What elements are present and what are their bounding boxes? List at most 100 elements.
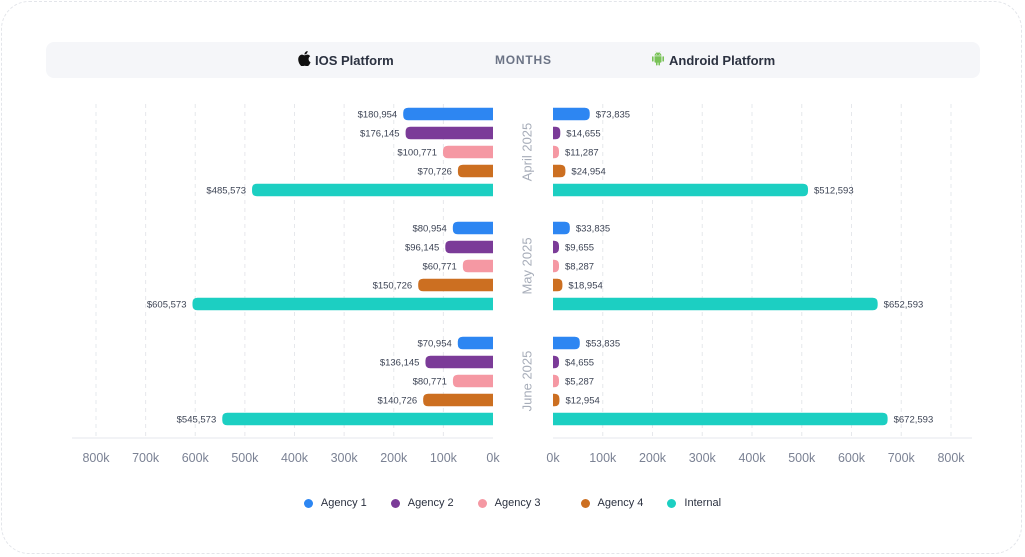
- data-label-ios: $100,771: [397, 148, 437, 159]
- bar-android-agency-4: [553, 278, 563, 292]
- x-tick-label-android: 400k: [738, 451, 766, 465]
- x-tick-label-ios: 500k: [231, 451, 259, 465]
- data-label-android: $652,593: [884, 300, 924, 311]
- data-label-android: $14,655: [566, 129, 600, 140]
- bar-android-agency-1: [553, 221, 570, 235]
- data-label-android: $73,835: [596, 110, 630, 121]
- month-label: April 2025: [519, 123, 534, 182]
- x-tick-label-android: 800k: [937, 451, 965, 465]
- x-tick-label-ios: 600k: [182, 451, 210, 465]
- x-tick-label-android: 700k: [888, 451, 916, 465]
- data-label-android: $9,655: [565, 243, 594, 254]
- android-icon: [651, 51, 669, 69]
- bar-android-agency-2: [553, 240, 559, 254]
- bar-android-agency-2: [553, 126, 561, 140]
- android-platform-label: Android Platform: [669, 52, 776, 68]
- bar-ios-internal: [222, 412, 493, 426]
- x-tick-label-android: 0k: [546, 451, 560, 465]
- bar-ios-agency-4: [418, 278, 493, 292]
- bar-ios-agency-2: [425, 355, 493, 369]
- data-label-ios: $70,954: [417, 339, 451, 350]
- legend-item-agency-4[interactable]: Agency 4: [580, 497, 644, 509]
- android-platform-heading: Android Platform: [651, 42, 775, 78]
- data-label-android: $12,954: [565, 396, 599, 407]
- x-tick-label-android: 100k: [589, 451, 617, 465]
- month-label: May 2025: [519, 237, 534, 294]
- legend-label: Internal: [684, 497, 722, 509]
- data-label-ios: $485,573: [206, 186, 246, 197]
- bar-android-agency-4: [553, 393, 560, 407]
- x-tick-label-android: 200k: [639, 451, 667, 465]
- bar-ios-agency-1: [457, 336, 493, 350]
- bar-ios-agency-1: [403, 107, 493, 121]
- data-label-ios: $70,726: [418, 167, 452, 178]
- data-label-ios: $140,726: [378, 396, 418, 407]
- bar-ios-agency-3: [462, 259, 493, 273]
- bar-android-agency-3: [553, 259, 559, 273]
- data-label-ios: $150,726: [373, 281, 413, 292]
- ios-platform-label: IOS Platform: [315, 52, 394, 68]
- data-label-ios: $96,145: [405, 243, 439, 254]
- bar-ios-internal: [252, 183, 493, 197]
- data-label-android: $672,593: [894, 415, 934, 426]
- legend-label: Agency 4: [597, 497, 644, 509]
- data-label-ios: $60,771: [422, 262, 456, 273]
- month-label: June 2025: [519, 351, 534, 412]
- data-label-ios: $545,573: [177, 415, 217, 426]
- bar-ios-agency-1: [452, 221, 493, 235]
- bar-ios-agency-4: [457, 164, 493, 178]
- data-label-android: $53,835: [586, 339, 620, 350]
- bar-android-agency-1: [553, 107, 590, 121]
- bar-android-agency-3: [553, 374, 559, 388]
- bar-ios-agency-2: [405, 126, 493, 140]
- bar-android-internal: [553, 183, 809, 197]
- x-tick-label-ios: 100k: [430, 451, 458, 465]
- legend-item-agency-3[interactable]: Agency 3: [477, 497, 541, 509]
- bar-android-agency-2: [553, 355, 559, 369]
- bar-android-internal: [553, 412, 888, 426]
- apple-icon: [298, 51, 315, 69]
- bar-ios-agency-4: [423, 393, 493, 407]
- legend-label: Agency 2: [407, 497, 454, 509]
- legend-item-agency-2[interactable]: Agency 2: [390, 497, 454, 509]
- x-tick-label-ios: 400k: [281, 451, 309, 465]
- x-tick-label-ios: 700k: [132, 451, 160, 465]
- legend-item-agency-1[interactable]: Agency 1: [303, 497, 367, 509]
- bar-android-internal: [553, 297, 878, 311]
- bar-ios-internal: [192, 297, 493, 311]
- x-tick-label-ios: 200k: [380, 451, 408, 465]
- bar-ios-agency-2: [445, 240, 493, 254]
- bar-android-agency-1: [553, 336, 580, 350]
- legend-marker-agency-2: [390, 498, 400, 508]
- legend-marker-agency-1: [303, 498, 313, 508]
- legend-label: Agency 1: [320, 497, 367, 509]
- data-label-ios: $180,954: [358, 110, 398, 121]
- legend-marker-agency-3: [477, 498, 487, 508]
- legend-marker-agency-4: [580, 498, 590, 508]
- x-tick-label-android: 500k: [788, 451, 816, 465]
- x-tick-label-ios: 800k: [82, 451, 110, 465]
- bar-android-agency-3: [553, 145, 559, 159]
- data-label-ios: $136,145: [380, 358, 420, 369]
- data-label-android: $8,287: [565, 262, 594, 273]
- data-label-ios: $80,771: [413, 377, 447, 388]
- data-label-android: $18,954: [568, 281, 602, 292]
- months-heading: MONTHS: [495, 53, 552, 67]
- data-label-android: $33,835: [576, 224, 610, 235]
- data-label-android: $11,287: [565, 148, 599, 159]
- legend-item-internal[interactable]: Internal: [667, 497, 721, 509]
- legend-marker-internal: [667, 498, 677, 508]
- legend-label: Agency 3: [494, 497, 541, 509]
- data-label-android: $5,287: [565, 377, 594, 388]
- bar-ios-agency-3: [452, 374, 493, 388]
- data-label-ios: $80,954: [412, 224, 446, 235]
- x-tick-label-ios: 0k: [486, 451, 500, 465]
- bar-android-agency-4: [553, 164, 566, 178]
- x-tick-label-android: 600k: [838, 451, 866, 465]
- ios-platform-heading: IOS Platform: [298, 42, 394, 78]
- data-label-android: $4,655: [565, 358, 594, 369]
- data-label-ios: $605,573: [147, 300, 187, 311]
- x-tick-label-ios: 300k: [331, 451, 359, 465]
- bar-ios-agency-3: [442, 145, 493, 159]
